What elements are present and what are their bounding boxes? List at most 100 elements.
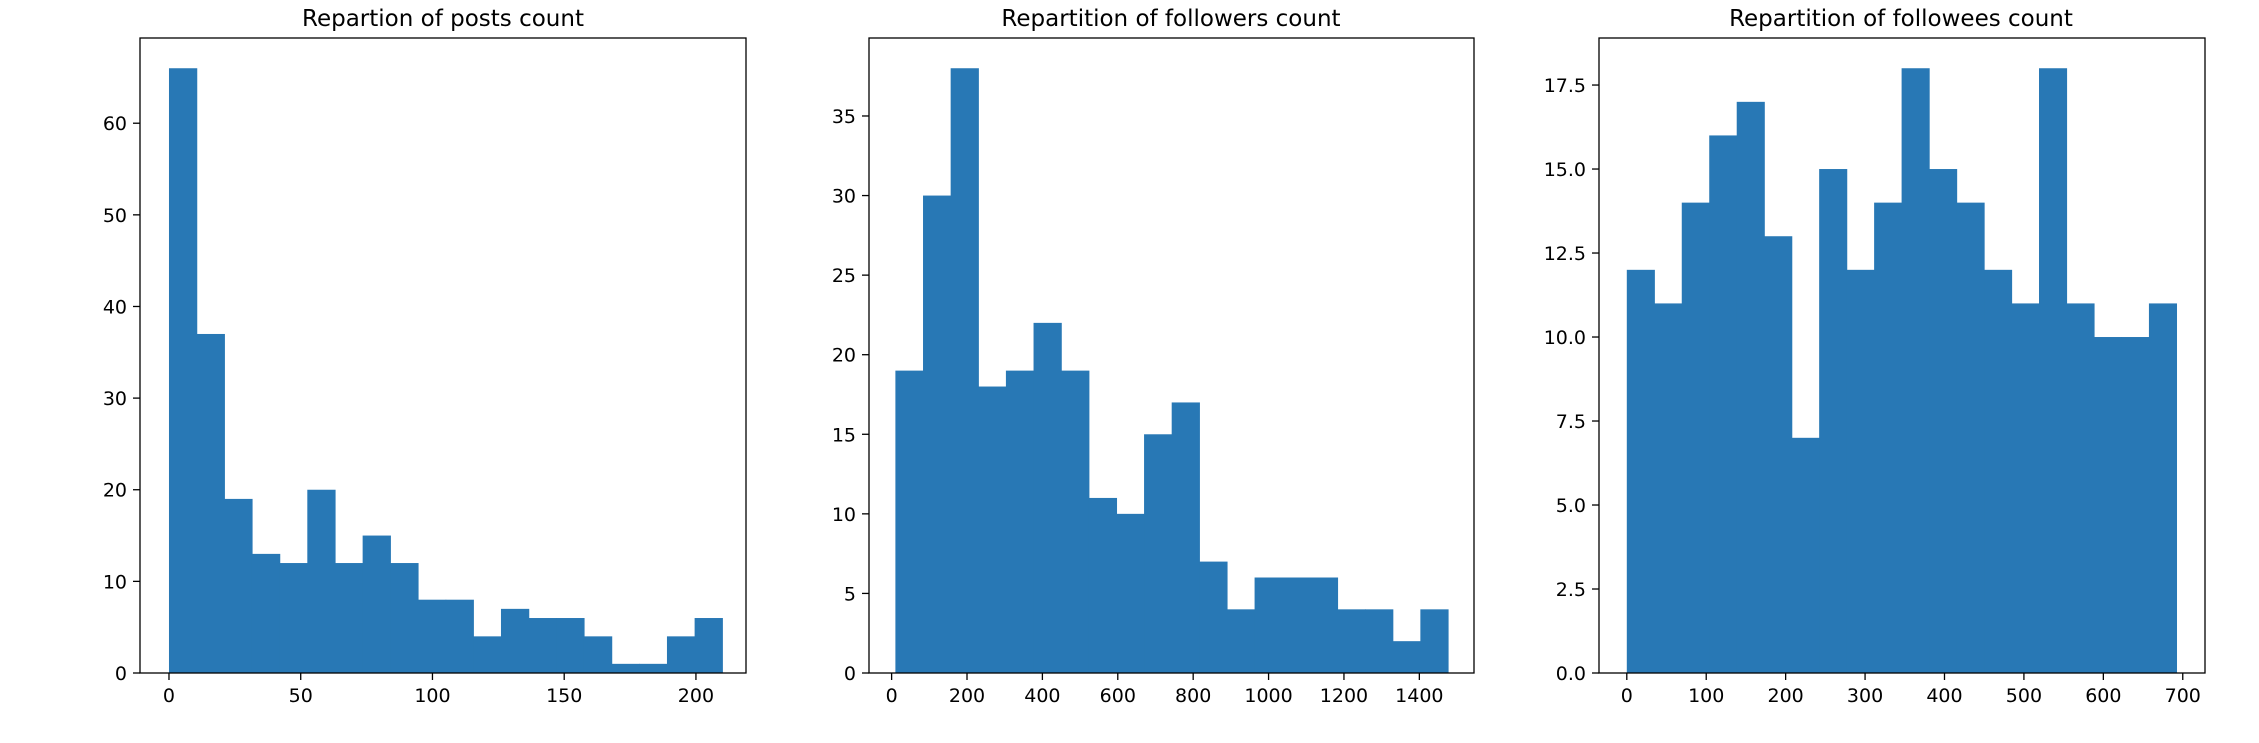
x-tick-label: 0 xyxy=(163,685,175,707)
histogram-bar xyxy=(666,636,696,673)
histogram-bar xyxy=(1392,641,1421,673)
y-tick-label: 0 xyxy=(115,663,127,685)
y-tick-label: 15 xyxy=(832,424,856,446)
x-tick-label: 800 xyxy=(1175,685,1211,707)
histogram-bar xyxy=(1901,68,1930,674)
x-tick-label: 1000 xyxy=(1244,685,1292,707)
histogram-bar xyxy=(1116,513,1145,673)
x-tick-label: 200 xyxy=(678,685,714,707)
histogram-bar xyxy=(583,636,613,673)
y-tick-label: 5 xyxy=(844,583,856,605)
histogram-bar xyxy=(1764,236,1793,674)
y-tick-label: 20 xyxy=(103,480,127,502)
followers-count-histogram: Repartition of followers count 0 200 400 60… xyxy=(832,6,1475,707)
histogram-bar xyxy=(1874,202,1903,673)
x-tick-label: 1200 xyxy=(1320,685,1368,707)
y-tick-label: 10 xyxy=(103,571,127,593)
histogram-bar xyxy=(895,370,924,673)
histogram-bar xyxy=(224,498,253,673)
x-tick-label: 0 xyxy=(1621,685,1633,707)
histogram-bar xyxy=(1254,577,1283,673)
y-tick-label: 10 xyxy=(832,504,856,526)
histogram-bar xyxy=(1171,402,1200,673)
y-tick-label: 35 xyxy=(832,106,856,128)
axes-frame xyxy=(1598,37,2206,674)
histogram-bar xyxy=(196,333,225,673)
histogram-bar xyxy=(1984,269,2013,673)
histogram-bar xyxy=(362,535,391,673)
histogram-bar xyxy=(1420,609,1449,673)
x-tick-label: 1400 xyxy=(1395,685,1443,707)
histogram-bar xyxy=(923,195,952,673)
x-tick-label: 400 xyxy=(1024,685,1060,707)
histogram-bar xyxy=(2148,303,2178,673)
x-tick-label: 200 xyxy=(1768,685,1804,707)
y-tick-label: 10.0 xyxy=(1544,327,1586,349)
histogram-bar xyxy=(1791,437,1820,673)
histogram-bar xyxy=(1819,169,1848,673)
histogram-bar xyxy=(307,489,336,673)
x-tick-label: 300 xyxy=(1847,685,1883,707)
y-tick-label: 15.0 xyxy=(1544,159,1586,181)
histogram-bar xyxy=(1199,561,1228,673)
histogram-bar xyxy=(556,618,585,673)
y-tick-label: 12.5 xyxy=(1544,243,1586,265)
histogram-bar xyxy=(1144,434,1173,673)
histogram-bar xyxy=(500,608,530,673)
y-tick-label: 30 xyxy=(103,388,127,410)
histogram-bar xyxy=(417,599,447,673)
histogram-bar xyxy=(639,663,668,673)
histogram-bar xyxy=(1736,101,1765,674)
posts-count-histogram: Repartion of posts count 0 50 100 150 200 0 10… xyxy=(103,6,747,707)
x-tick-label: 0 xyxy=(886,685,898,707)
histogram-bar xyxy=(2121,337,2150,673)
histogram-bar xyxy=(445,599,474,673)
histogram-bar xyxy=(528,618,557,673)
x-tick-label: 700 xyxy=(2165,685,2201,707)
x-tick-label: 50 xyxy=(289,685,313,707)
histogram-bar xyxy=(1709,135,1738,673)
histogram-bar xyxy=(1626,269,1655,673)
histogram-bar xyxy=(168,68,198,674)
histogram-bar xyxy=(279,563,308,673)
axes-frame xyxy=(139,37,747,674)
y-tick-label: 7.5 xyxy=(1556,411,1586,433)
histogram-bar xyxy=(978,386,1007,673)
histogram-bar xyxy=(1654,303,1683,673)
histogram-bar xyxy=(1846,269,1875,673)
histogram-bar xyxy=(1309,577,1339,673)
axes-frame xyxy=(868,37,1475,674)
x-tick-label: 500 xyxy=(2006,685,2042,707)
histogram-bar xyxy=(1929,169,1958,673)
histogram-bar xyxy=(251,553,281,673)
histogram-bar xyxy=(1365,609,1394,673)
x-tick-label: 100 xyxy=(1688,685,1724,707)
x-tick-label: 600 xyxy=(2085,685,2121,707)
histogram-bar xyxy=(611,663,640,673)
chart-title: Repartion of posts count xyxy=(302,6,584,32)
y-tick-label: 17.5 xyxy=(1544,75,1586,97)
y-tick-label: 5.0 xyxy=(1556,495,1586,517)
histogram-bar xyxy=(390,563,419,673)
x-tick-label: 200 xyxy=(949,685,985,707)
chart-title: Repartition of followees count xyxy=(1729,6,2073,32)
histogram-bar xyxy=(950,68,979,674)
y-tick-label: 40 xyxy=(103,296,127,318)
histogram-bar xyxy=(1226,609,1256,673)
histogram-bar xyxy=(1088,497,1118,673)
x-tick-label: 150 xyxy=(546,685,582,707)
histogram-bar xyxy=(334,563,364,673)
y-tick-label: 25 xyxy=(832,265,856,287)
histogram-bar xyxy=(1061,370,1090,673)
y-tick-label: 50 xyxy=(103,205,127,227)
y-tick-label: 30 xyxy=(832,186,856,208)
y-tick-label: 0 xyxy=(844,663,856,685)
histogram-bar xyxy=(2011,303,2040,673)
histogram-bar xyxy=(1337,609,1366,673)
histogram-bar xyxy=(1033,322,1062,673)
x-tick-label: 400 xyxy=(1926,685,1962,707)
histogram-bar xyxy=(2039,68,2068,674)
y-tick-label: 2.5 xyxy=(1556,579,1586,601)
histogram-bar xyxy=(1282,577,1311,673)
